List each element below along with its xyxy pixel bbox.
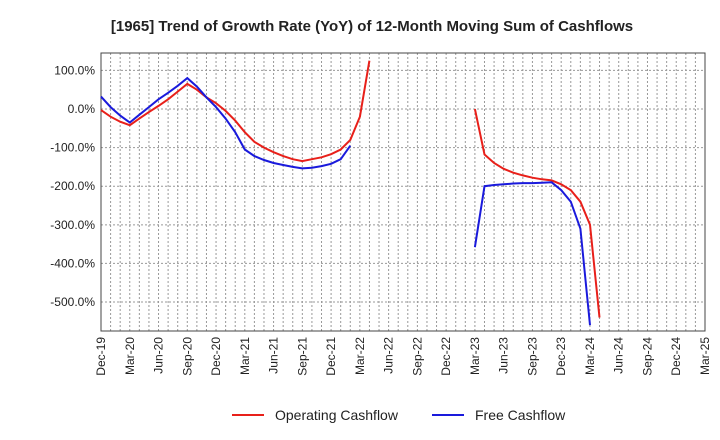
series-layer — [100, 60, 601, 326]
y-tick-label: -100.0% — [50, 141, 95, 155]
x-tick-label: Dec-22 — [439, 337, 453, 376]
x-tick-label: Mar-24 — [583, 337, 597, 375]
x-tick-label: Mar-22 — [353, 337, 367, 375]
x-tick-label: Dec-21 — [324, 337, 338, 376]
x-tick-label: Sep-23 — [525, 337, 539, 376]
x-tick-label: Mar-25 — [698, 337, 712, 375]
x-tick-label: Mar-21 — [238, 337, 252, 375]
x-tick-label: Jun-22 — [382, 337, 396, 374]
series-line-operating-cashflow — [100, 60, 371, 163]
series-line-free-cashflow — [100, 76, 352, 170]
x-tick-label: Sep-20 — [180, 337, 194, 376]
x-tick-label: Jun-21 — [267, 337, 281, 374]
x-tick-label: Dec-23 — [554, 337, 568, 376]
legend-label: Free Cashflow — [475, 407, 566, 423]
chart-title: [1965] Trend of Growth Rate (YoY) of 12-… — [111, 18, 633, 35]
x-tick-label: Jun-24 — [612, 337, 626, 374]
y-tick-label: -500.0% — [50, 295, 95, 309]
legend: Operating Cashflow Free Cashflow — [232, 407, 566, 423]
x-tick-label: Dec-24 — [669, 337, 683, 376]
series-line-operating-cashflow — [473, 108, 601, 318]
x-tick-label: Mar-20 — [123, 337, 137, 375]
plot-area — [100, 52, 706, 332]
y-tick-label: -400.0% — [50, 256, 95, 270]
y-tick-label: -200.0% — [50, 179, 95, 193]
y-tick-label: 100.0% — [54, 63, 95, 77]
x-tick-label: Sep-21 — [295, 337, 309, 376]
x-tick-label: Mar-23 — [468, 337, 482, 375]
x-tick-label: Dec-19 — [94, 337, 108, 376]
series-line-free-cashflow — [473, 181, 591, 326]
x-tick-label: Jun-20 — [152, 337, 166, 374]
grid-layer — [100, 53, 706, 331]
legend-label: Operating Cashflow — [275, 407, 399, 423]
x-tick-label: Jun-23 — [497, 337, 511, 374]
x-tick-label: Sep-24 — [640, 337, 654, 376]
x-tick-label: Sep-22 — [410, 337, 424, 376]
y-tick-label: -300.0% — [50, 218, 95, 232]
y-axis-ticks: 100.0% 0.0% -100.0% -200.0% -300.0% -400.0% -5… — [50, 63, 95, 309]
x-tick-label: Dec-20 — [209, 337, 223, 376]
x-axis-ticks: Dec-19 Mar-20 Jun-20 Sep-20 Dec-20 Mar-21 Jun-… — [94, 337, 712, 376]
y-tick-label: 0.0% — [68, 102, 96, 116]
